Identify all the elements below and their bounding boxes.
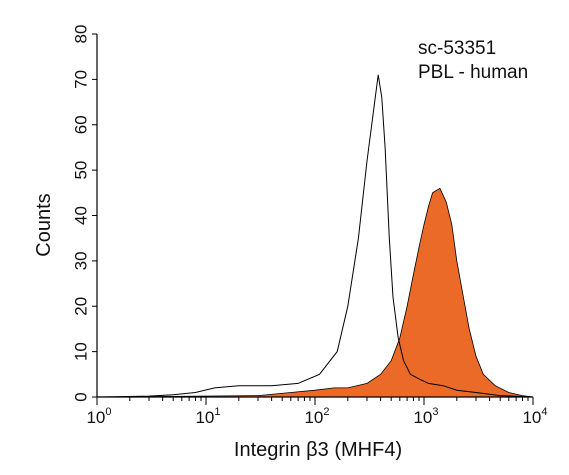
y-axis-ticks: 0 10 20 30 40 50 60 70 80 xyxy=(72,25,97,402)
x-tick-label: 102 xyxy=(304,406,329,427)
filled-histogram xyxy=(96,187,534,398)
y-tick-label: 20 xyxy=(72,297,91,316)
sample-type-label: PBL - human xyxy=(418,62,529,83)
y-tick-label: 50 xyxy=(72,161,91,180)
x-tick-label: 104 xyxy=(522,406,547,427)
x-tick-label: 101 xyxy=(195,406,220,427)
y-tick-label: 0 xyxy=(72,392,91,401)
y-tick-label: 40 xyxy=(72,206,91,225)
control-histogram-line xyxy=(96,74,534,398)
y-axis-title: Counts xyxy=(33,193,55,256)
x-axis-title: Integrin β3 (MHF4) xyxy=(234,439,402,461)
y-tick-label: 80 xyxy=(72,25,91,44)
y-tick-label: 70 xyxy=(72,70,91,89)
x-axis-ticks: 100 101 102 103 104 xyxy=(86,397,548,427)
x-tick-label: 100 xyxy=(86,406,111,427)
y-tick-label: 10 xyxy=(72,342,91,361)
plot-area xyxy=(96,34,534,398)
y-tick-label: 30 xyxy=(72,251,91,270)
y-tick-label: 60 xyxy=(72,115,91,134)
x-tick-label: 103 xyxy=(413,406,438,427)
sample-id-label: sc-53351 xyxy=(418,38,497,59)
